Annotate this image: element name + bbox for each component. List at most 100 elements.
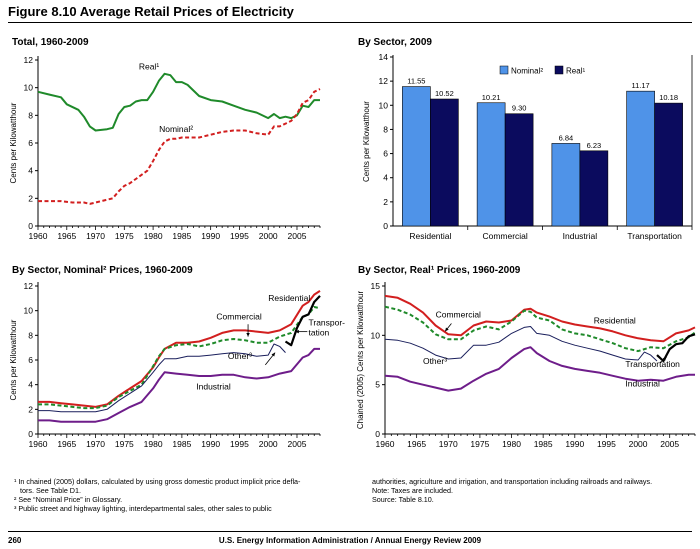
y-tick-label: 6 <box>383 149 388 159</box>
x-tick-label: 1995 <box>230 231 249 241</box>
bar-nominal-commercial <box>476 102 506 227</box>
series-line-residential <box>384 294 696 343</box>
series-label-commercial: Commercial <box>436 310 481 320</box>
series-label-nominal: Nominal² <box>159 124 193 134</box>
bar-nominal-residential <box>402 86 431 227</box>
panel-title-sector-nominal: By Sector, Nominal² Prices, 1960-2009 <box>12 265 193 276</box>
category-label: Residential <box>409 231 451 241</box>
x-tick-label: 1995 <box>597 439 616 449</box>
series-line-residential <box>38 290 321 408</box>
y-tick-label: 0 <box>28 429 33 439</box>
series-line-industrial <box>384 346 695 392</box>
y-tick-label: 14 <box>379 52 389 62</box>
series-label-industrial: Industrial <box>196 382 231 392</box>
series-label-industrial: Industrial <box>625 379 660 389</box>
chart-sector-nominal: 0 2 4 6 8 10 12 1960 1965 1970 1975 1980 1985 1990 199… <box>9 281 345 449</box>
series-line-commercial <box>38 306 321 410</box>
y-axis-label: Cents per Kilowatthour <box>9 319 18 400</box>
x-tick-label: 1990 <box>201 231 220 241</box>
x-tick-label: 2005 <box>288 439 307 449</box>
x-tick-label: 1995 <box>230 439 249 449</box>
y-tick-label: 8 <box>28 110 33 120</box>
category-label: Industrial <box>563 231 598 241</box>
page-number: 260 <box>8 536 22 545</box>
y-axis-label: Cents per Kilowatthour <box>362 101 371 182</box>
panel-title-by-sector: By Sector, 2009 <box>358 37 432 48</box>
x-tick-label: 1960 <box>29 231 48 241</box>
y-tick-label: 6 <box>28 138 33 148</box>
y-tick-label: 12 <box>24 281 34 291</box>
x-tick-label: 2000 <box>259 231 278 241</box>
y-tick-label: 8 <box>28 330 33 340</box>
legend-swatch-real <box>554 65 564 75</box>
y-tick-label: 8 <box>383 124 388 134</box>
series-line-other <box>38 343 286 413</box>
y-tick-label: 10 <box>24 306 34 316</box>
label-leader-arrowhead <box>271 352 276 357</box>
x-tick-label: 1970 <box>86 439 105 449</box>
series-label-transportation: Transportation <box>625 359 680 369</box>
y-tick-label: 10 <box>24 83 34 93</box>
y-tick-label: 12 <box>24 55 34 65</box>
bar-real-residential <box>430 98 459 227</box>
x-tick-label: 2000 <box>629 439 648 449</box>
chart-sector-real: 0 5 10 15 1960 1965 1970 1975 1980 1985 1990 1995 20… <box>356 281 696 449</box>
y-tick-label: 12 <box>379 76 389 86</box>
y-tick-label: 2 <box>28 404 33 414</box>
bar-value-label: 10.18 <box>659 93 678 102</box>
x-tick-label: 1975 <box>115 231 134 241</box>
legend-swatch-nominal <box>499 65 509 75</box>
x-tick-label: 1970 <box>439 439 458 449</box>
bar-real-transportation <box>654 102 683 227</box>
footnotes-right: authorities, agriculture and irrigation,… <box>372 477 652 504</box>
footnotes-left: ¹ In chained (2005) dollars, calculated … <box>14 477 300 513</box>
series-line-commercial <box>384 305 696 353</box>
series-label-other: Other³ <box>423 356 447 366</box>
y-axis-label: Chained (2005) Cents per Kilowatthour <box>356 291 365 430</box>
x-tick-label: 1975 <box>470 439 489 449</box>
title-rule <box>8 22 692 23</box>
bar-value-label: 10.21 <box>482 93 501 102</box>
series-line-industrial <box>38 347 320 423</box>
y-tick-label: 4 <box>383 173 388 183</box>
footnote-line: ¹ In chained (2005) dollars, calculated … <box>14 477 301 486</box>
x-tick-label: 2005 <box>660 439 679 449</box>
bar-value-label: 11.17 <box>632 81 650 90</box>
category-label: Commercial <box>482 231 527 241</box>
bar-real-industrial <box>579 150 609 227</box>
y-tick-label: 0 <box>28 221 33 231</box>
x-tick-label: 1980 <box>144 439 163 449</box>
y-tick-label: 0 <box>383 221 388 231</box>
panel-title-total: Total, 1960-2009 <box>12 37 89 48</box>
bar-value-label: 10.52 <box>435 89 454 98</box>
label-leader-arrowhead <box>246 332 250 337</box>
series-label-commercial: Commercial <box>216 311 261 321</box>
x-tick-label: 1960 <box>376 439 395 449</box>
series-line-transportation <box>284 295 321 347</box>
x-tick-label: 2005 <box>288 231 307 241</box>
x-tick-label: 1970 <box>86 231 105 241</box>
footer-rule <box>8 531 692 532</box>
footnote-line: Source: Table 8.10. <box>372 495 434 504</box>
series-label-real: Real¹ <box>139 62 159 72</box>
bar-nominal-industrial <box>551 143 581 227</box>
series-label-transportation: Transpor- <box>308 317 345 327</box>
x-tick-label: 1980 <box>144 231 163 241</box>
label-leader-arrowhead <box>295 329 299 334</box>
series-label-residential: Residential <box>594 315 636 325</box>
x-tick-label: 1965 <box>57 231 76 241</box>
footnote-line: ³ Public street and highway lighting, in… <box>14 504 272 513</box>
y-tick-label: 0 <box>375 429 380 439</box>
series-label-residential: Residential <box>268 293 310 303</box>
series-line-nominal <box>38 88 321 205</box>
x-tick-label: 1990 <box>201 439 220 449</box>
x-tick-label: 1980 <box>502 439 521 449</box>
x-tick-label: 1985 <box>172 439 191 449</box>
panel-title-sector-real: By Sector, Real¹ Prices, 1960-2009 <box>358 265 521 276</box>
bar-value-label: 11.55 <box>407 77 425 86</box>
footnote-line: Note: Taxes are included. <box>372 486 453 495</box>
series-line-other <box>384 326 658 362</box>
bar-value-label: 6.23 <box>587 141 602 150</box>
bar-value-label: 6.84 <box>559 133 574 142</box>
bar-nominal-transportation <box>626 90 655 227</box>
